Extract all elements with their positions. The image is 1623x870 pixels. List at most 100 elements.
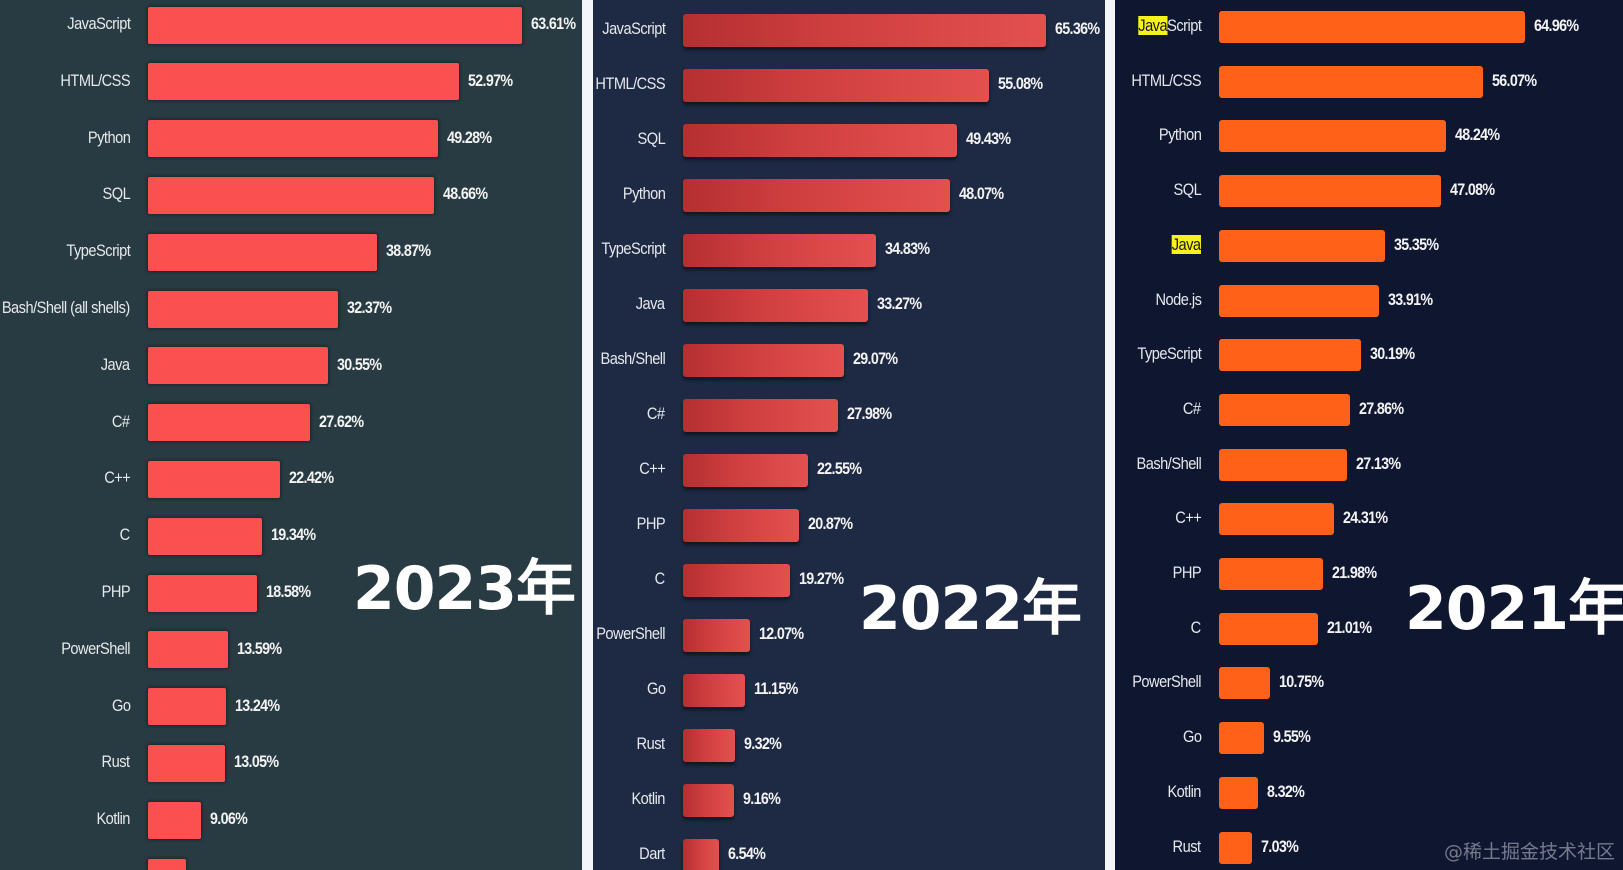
bar	[1219, 339, 1362, 372]
bar	[683, 68, 989, 102]
category-label: Python	[87, 127, 131, 147]
bar	[148, 744, 225, 782]
category-label: Python	[1158, 125, 1202, 145]
value-label: 35.35%	[1394, 234, 1439, 254]
value-label: 9.16%	[742, 789, 781, 808]
bar	[148, 176, 435, 214]
category-label: Go	[111, 695, 131, 715]
value-label: 22.55%	[817, 459, 862, 478]
value-label: 38.87%	[385, 241, 431, 261]
bar	[683, 398, 839, 432]
category-label: JavaScript	[66, 14, 131, 33]
value-label: 49.43%	[966, 129, 1011, 148]
category-label: PowerShell	[61, 638, 130, 658]
category-label: TypeScript	[66, 241, 130, 261]
category-label: Bash/Shell	[600, 349, 665, 368]
category-label: SQL	[1173, 180, 1201, 200]
value-label: 22.42%	[288, 468, 334, 488]
bar	[683, 178, 950, 212]
bar	[683, 123, 958, 157]
value-label: 48.07%	[958, 184, 1004, 203]
bar	[1219, 612, 1318, 645]
bar	[1219, 175, 1441, 208]
value-label: 56.07%	[1492, 70, 1537, 90]
category-label: C++	[1174, 508, 1202, 528]
chart-panel-2022: JavaScript 65.36% HTML/CSS 55.08% SQL 49.43% P…	[593, 0, 1105, 870]
category-label: Java	[101, 354, 130, 374]
value-label: 47.08%	[1449, 180, 1495, 200]
value-label: 21.98%	[1331, 563, 1377, 582]
category-label: Go	[1182, 727, 1202, 747]
value-label: 48.24%	[1455, 125, 1500, 145]
bar	[683, 838, 720, 870]
category-label: Rust	[1172, 836, 1202, 856]
category-label: HTML/CSS	[1131, 70, 1201, 90]
watermark: @稀土掘金技术社区	[1443, 841, 1615, 863]
bar	[683, 233, 877, 267]
bar	[148, 63, 460, 101]
category-label: PHP	[101, 582, 130, 601]
value-label: 13.59%	[236, 638, 282, 658]
bar	[683, 288, 868, 322]
value-label: 64.96%	[1533, 16, 1579, 35]
value-label: 7.03%	[1261, 836, 1299, 856]
value-label: 19.27%	[798, 569, 844, 588]
category-label: Dart	[639, 844, 665, 863]
category-label: C	[1190, 617, 1202, 637]
value-label: 48.66%	[443, 184, 488, 204]
value-label: 27.98%	[847, 404, 892, 423]
category-label: Java	[636, 294, 665, 313]
value-label: 49.28%	[446, 127, 492, 147]
bar	[683, 673, 745, 707]
value-label: 33.27%	[876, 294, 922, 313]
value-label: 52.97%	[468, 70, 513, 90]
value-label: 20.87%	[807, 514, 853, 533]
bar	[148, 347, 328, 385]
category-label: PHP	[1172, 563, 1201, 582]
category-label: JavaScript	[1137, 16, 1202, 35]
bar	[148, 460, 280, 498]
category-label: C#	[1183, 398, 1201, 418]
bar	[1219, 722, 1264, 755]
category-label: C++	[103, 468, 131, 488]
bar	[1219, 776, 1259, 809]
bar	[148, 290, 339, 328]
bar	[1219, 831, 1253, 864]
value-label: 9.55%	[1272, 727, 1311, 747]
bar	[148, 404, 311, 442]
bar	[683, 563, 790, 597]
bar	[1219, 503, 1334, 536]
bar	[683, 508, 799, 542]
chart-panel-2023: JavaScript 63.61% HTML/CSS 52.97% Python 49.2…	[0, 0, 582, 870]
value-label: 8.32%	[1267, 781, 1305, 801]
bar	[148, 120, 438, 158]
category-label: C#	[647, 404, 665, 423]
category-label: C	[119, 525, 131, 545]
value-label: 13.24%	[234, 695, 280, 715]
chart-panel-2021: JavaScript 64.96% HTML/CSS 56.07% Python 48.2…	[1115, 0, 1623, 870]
bar	[148, 801, 202, 839]
year-label: 2022年	[859, 574, 1082, 644]
bar	[1219, 448, 1347, 481]
bar	[148, 6, 523, 44]
value-label: 19.34%	[270, 525, 316, 545]
value-label: 33.91%	[1387, 289, 1433, 309]
bar	[1219, 229, 1386, 262]
value-label: 6.54%	[728, 844, 766, 863]
category-label: C#	[112, 411, 130, 431]
category-label: TypeScript	[1137, 344, 1201, 364]
value-label: 10.75%	[1278, 672, 1324, 692]
value-label: 24.31%	[1342, 508, 1388, 528]
category-label: Rust	[101, 752, 131, 772]
category-label: Go	[646, 679, 666, 698]
bar	[683, 13, 1046, 47]
category-label: HTML/CSS	[595, 74, 665, 93]
category-label: PowerShell	[596, 624, 665, 643]
bar	[1219, 120, 1447, 153]
category-label: Rust	[636, 734, 666, 753]
value-label: 9.32%	[743, 734, 782, 753]
highlight-mark: Java	[1137, 16, 1167, 35]
value-label: 27.86%	[1359, 398, 1404, 418]
bar	[1219, 558, 1323, 590]
category-label: Kotlin	[96, 809, 131, 829]
